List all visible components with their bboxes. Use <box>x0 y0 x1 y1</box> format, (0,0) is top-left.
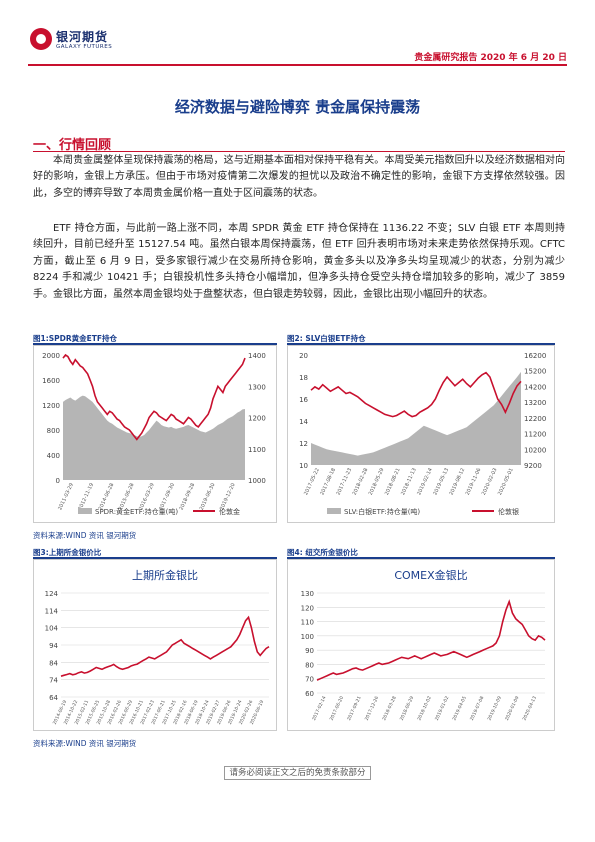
legend-swatch-area <box>78 508 92 514</box>
left-axis-tick-label: 20 <box>299 352 308 360</box>
right-axis-tick-label: 16200 <box>524 352 546 360</box>
figure-4-caption: 图4: 纽交所金银价比 <box>287 548 358 557</box>
footer: 请务必阅读正文之后的免责条款部分 <box>0 766 595 780</box>
y-axis-tick-label: 114 <box>45 607 59 615</box>
y-axis-tick-label: 64 <box>49 694 58 702</box>
left-axis-tick-label: 1200 <box>42 402 60 410</box>
spdr-etf-chart: 0400800120016002000100011001200130014002… <box>33 345 277 523</box>
left-axis-tick-label: 10 <box>299 462 308 470</box>
galaxy-logo-icon <box>30 28 52 50</box>
logo-english: GALAXY FUTURES <box>56 44 113 50</box>
left-axis-tick-label: 1600 <box>42 377 60 385</box>
etf-holdings-area <box>63 395 245 480</box>
right-axis-tick-label: 1400 <box>248 352 266 360</box>
y-axis-tick-label: 90 <box>305 647 314 655</box>
y-axis-tick-label: 80 <box>305 661 314 669</box>
slv-etf-chart: 10 12 14 16 18 20 9200 10200 11200 12200 13200 1420… <box>287 345 555 523</box>
left-axis-tick-label: 14 <box>299 418 308 426</box>
figure-3-caption: 图3:上期所金银价比 <box>33 548 102 557</box>
etf-holdings-area <box>311 371 521 465</box>
page-header: 银河期货 GALAXY FUTURES 贵金属研究报告 2020 年 6 月 2… <box>28 22 567 66</box>
left-axis-tick-label: 800 <box>47 427 60 435</box>
left-axis-tick-label: 400 <box>47 452 60 460</box>
report-title: 经济数据与避险博弈 贵金属保持震荡 <box>174 98 421 116</box>
y-axis-tick-label: 60 <box>305 690 314 698</box>
section-divider <box>33 151 565 152</box>
figure-1-caption: 图1:SPDR黄金ETF持仓 <box>33 334 117 343</box>
y-axis-tick-label: 104 <box>45 625 59 633</box>
left-axis-tick-label: 2000 <box>42 352 60 360</box>
y-axis-tick-label: 94 <box>49 642 58 650</box>
source-note-2: 资料来源:WIND 资讯 银河期货 <box>33 739 137 748</box>
logo-chinese: 银河期货 <box>56 30 109 44</box>
ratio-line <box>316 599 546 681</box>
figure-1-rule <box>33 343 277 345</box>
figure-3-rule <box>33 557 277 559</box>
right-axis-tick-label: 1100 <box>248 446 266 454</box>
right-axis-tick-label: 1300 <box>248 383 266 391</box>
right-axis-tick-label: 9200 <box>524 462 542 470</box>
left-axis-tick-label: 0 <box>56 477 60 485</box>
logo: 银河期货 GALAXY FUTURES <box>28 22 148 66</box>
legend-label-holdings: SLV:白银ETF:持仓量(吨) <box>344 507 420 516</box>
legend-label-price: 伦敦银 <box>498 507 519 516</box>
report-label: 贵金属研究报告 2020 年 6 月 20 日 <box>414 53 567 63</box>
right-axis-tick-label: 12200 <box>524 415 546 423</box>
legend-label-holdings: SPDR:黄金ETF:持仓量(吨) <box>95 507 178 516</box>
right-axis-tick-label: 13200 <box>524 399 546 407</box>
figure-4-rule <box>287 557 555 559</box>
price-line <box>62 353 246 441</box>
figure-2-rule <box>287 343 555 345</box>
price-line <box>310 371 522 418</box>
right-axis-tick-label: 1200 <box>248 415 266 423</box>
header-divider <box>28 64 567 66</box>
y-axis-tick-label: 84 <box>49 659 58 667</box>
disclaimer-note: 请务必阅读正文之后的免责条款部分 <box>224 766 371 780</box>
section-heading: 一、行情回顾 <box>33 138 112 153</box>
figure-2-caption: 图2: SLV白银ETF持仓 <box>287 334 366 343</box>
left-axis-tick-label: 16 <box>299 396 308 404</box>
y-axis-tick-label: 110 <box>301 619 314 627</box>
y-axis-tick-label: 124 <box>45 590 59 598</box>
chart-title: 上期所金银比 <box>132 568 198 582</box>
ratio-line <box>60 615 270 677</box>
y-axis-tick-label: 130 <box>301 590 314 598</box>
left-axis-tick-label: 12 <box>299 440 308 448</box>
right-axis-tick-label: 1000 <box>248 477 266 485</box>
paragraph-2: ETF 持仓方面，与此前一路上涨不同，本周 SPDR 黄金 ETF 持仓保持在 … <box>33 223 565 300</box>
y-axis-tick-label: 74 <box>49 677 58 685</box>
chart-title: COMEX金银比 <box>394 568 467 582</box>
right-axis-tick-label: 11200 <box>524 431 546 439</box>
y-axis-tick-label: 100 <box>301 633 314 641</box>
paragraph-1: 本周贵金属整体呈现保持震荡的格局，这与近期基本面相对保持平稳有关。本周受美元指数… <box>33 155 565 199</box>
shfe-ratio-chart: 上期所金银比647484941041141242014-06-192014-10… <box>33 559 277 731</box>
left-axis-tick-label: 18 <box>299 374 308 382</box>
legend-swatch-area <box>327 508 341 514</box>
y-axis-tick-label: 120 <box>301 604 314 612</box>
y-axis-tick-label: 70 <box>305 676 314 684</box>
right-axis-tick-label: 14200 <box>524 383 546 391</box>
source-note-1: 资料来源:WIND 资讯 银河期货 <box>33 531 137 540</box>
chart-frame <box>287 559 555 731</box>
right-axis-tick-label: 15200 <box>524 368 546 376</box>
legend-label-price: 伦敦金 <box>219 507 240 516</box>
right-axis-tick-label: 10200 <box>524 446 546 454</box>
